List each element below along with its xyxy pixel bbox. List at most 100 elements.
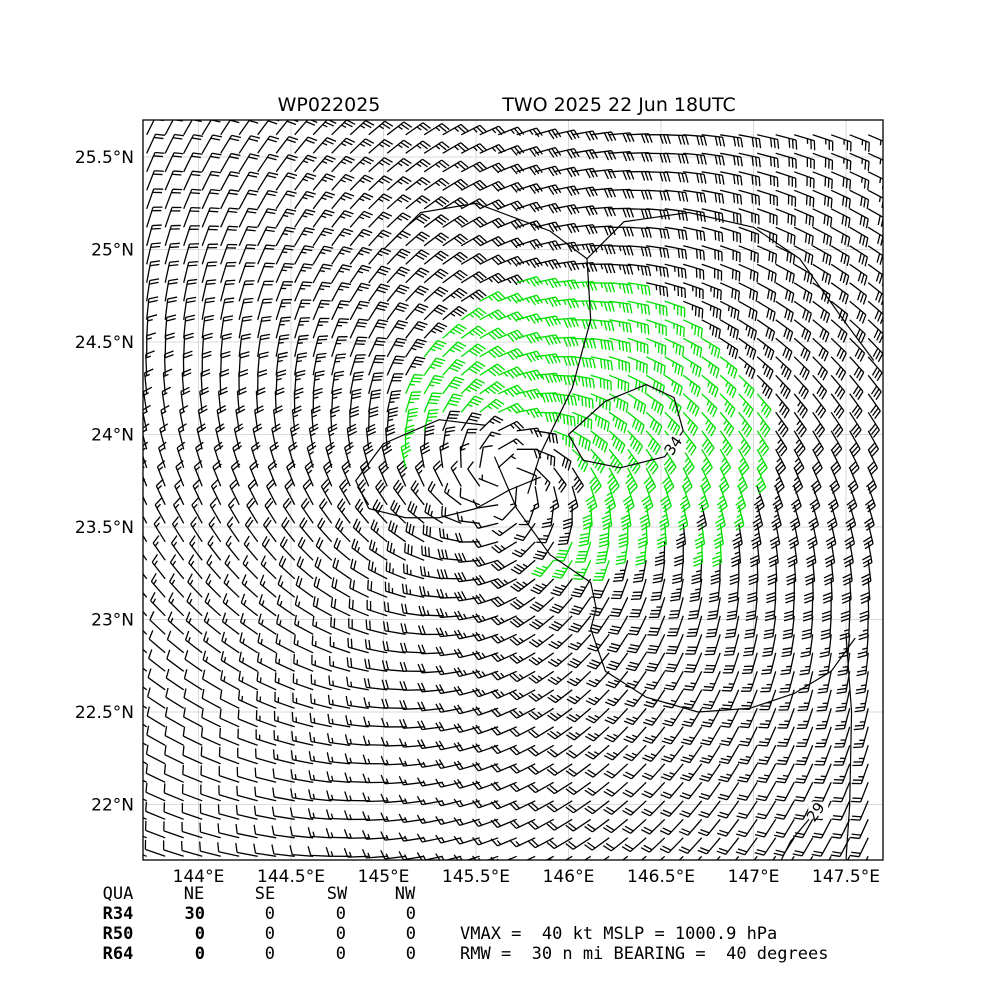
barb-full-feather <box>596 558 606 561</box>
wind-barb <box>848 449 860 476</box>
barb-half-feather <box>843 628 850 632</box>
barb-full-feather <box>512 819 520 828</box>
barb-full-feather <box>642 757 652 762</box>
barb-full-feather <box>515 438 524 446</box>
barb-full-feather <box>662 705 673 709</box>
wind-barb <box>435 627 462 638</box>
barb-full-feather <box>587 715 597 721</box>
barb-full-feather <box>763 647 774 650</box>
wind-barb <box>479 431 501 450</box>
barb-full-feather <box>425 425 435 429</box>
barb-half-feather <box>707 773 713 776</box>
wind-barb <box>691 560 703 585</box>
wind-barb <box>661 467 675 494</box>
barb-full-feather <box>637 445 643 455</box>
wind-barb <box>866 467 877 494</box>
wind-barb <box>203 631 222 654</box>
barb-full-feather <box>606 788 615 795</box>
wind-barb <box>553 448 572 471</box>
barb-full-feather <box>562 414 566 425</box>
barb-half-feather <box>330 832 334 838</box>
barb-full-feather <box>568 822 577 830</box>
barb-full-feather <box>549 821 558 829</box>
barb-full-feather <box>547 696 556 704</box>
barb-full-feather <box>608 663 618 668</box>
barb-half-feather <box>683 476 688 482</box>
wind-barb <box>339 479 351 506</box>
barb-half-feather <box>188 598 193 605</box>
barb-full-feather <box>643 844 653 851</box>
barb-full-feather <box>583 463 589 473</box>
wind-barb <box>751 523 762 550</box>
barb-half-feather <box>727 719 733 722</box>
barb-full-feather <box>493 616 502 624</box>
barb-full-feather <box>669 613 679 616</box>
barb-full-feather <box>302 500 310 510</box>
barb-staff <box>143 433 148 450</box>
barb-full-feather <box>758 777 768 780</box>
barb-full-feather <box>259 574 265 584</box>
wind-barb <box>497 453 516 469</box>
barb-full-feather <box>715 517 724 524</box>
barb-staff <box>143 572 148 580</box>
barb-half-feather <box>367 852 371 858</box>
barb-half-feather <box>367 720 371 727</box>
wind-barb <box>516 427 543 438</box>
barb-half-feather <box>349 719 353 726</box>
wind-barb <box>675 523 687 549</box>
barb-full-feather <box>490 690 498 699</box>
barb-full-feather <box>869 445 878 454</box>
barb-half-feather <box>679 532 685 537</box>
wind-barb <box>460 412 482 432</box>
barb-full-feather <box>708 610 718 613</box>
barb-full-feather <box>327 694 331 705</box>
barb-full-feather <box>720 460 728 469</box>
wind-barb <box>144 839 166 857</box>
barb-full-feather <box>666 666 676 670</box>
barb-full-feather <box>810 479 819 488</box>
barb-half-feather <box>427 571 430 577</box>
wind-barb <box>273 710 295 728</box>
barb-full-feather <box>369 620 371 631</box>
barb-full-feather <box>776 813 786 817</box>
wind-barb <box>143 742 148 746</box>
barb-full-feather <box>183 707 186 718</box>
barb-full-feather <box>793 483 802 491</box>
wind-barb <box>664 652 684 673</box>
barb-half-feather <box>659 551 665 555</box>
barb-half-feather <box>764 738 771 741</box>
wind-barb <box>516 467 537 486</box>
barb-full-feather <box>548 643 558 650</box>
barb-full-feather <box>373 521 378 531</box>
barb-full-feather <box>566 680 576 687</box>
wind-barb <box>703 652 721 674</box>
barb-staff <box>143 514 148 524</box>
wind-barb <box>421 545 443 561</box>
barb-full-feather <box>586 664 596 670</box>
barb-half-feather <box>463 632 467 638</box>
wind-barb <box>554 541 573 562</box>
barb-half-feather <box>546 517 553 521</box>
barb-full-feather <box>168 592 174 602</box>
barb-staff <box>163 811 184 820</box>
barb-full-feather <box>416 796 423 805</box>
barb-full-feather <box>789 543 799 550</box>
barb-half-feather <box>538 639 544 644</box>
barb-half-feather <box>478 522 482 528</box>
barb-full-feather <box>585 717 595 724</box>
barb-full-feather <box>475 594 483 604</box>
barb-full-feather <box>785 599 795 604</box>
barb-full-feather <box>551 606 562 612</box>
barb-staff <box>145 772 166 783</box>
barb-full-feather <box>512 801 521 809</box>
barb-full-feather <box>775 780 786 784</box>
barb-full-feather <box>606 716 617 722</box>
wind-barb <box>189 535 203 561</box>
barb-full-feather <box>684 670 694 673</box>
barb-full-feather <box>863 539 873 546</box>
barb-full-feather <box>798 691 808 694</box>
barb-full-feather <box>516 403 525 411</box>
barb-full-feather <box>674 554 684 560</box>
barb-full-feather <box>417 739 423 749</box>
barb-full-feather <box>531 621 541 628</box>
